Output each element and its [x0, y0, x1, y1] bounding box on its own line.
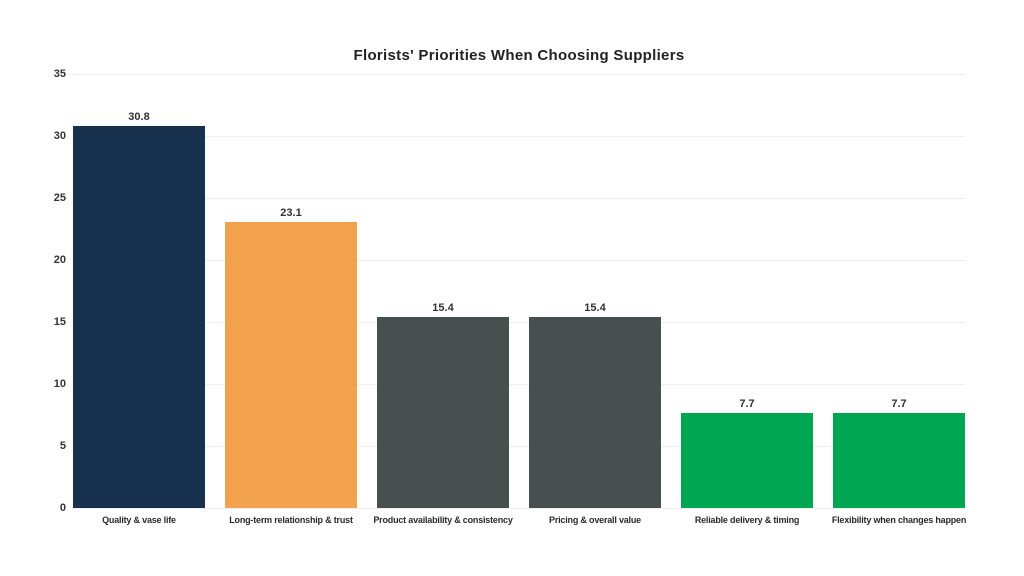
y-axis-tick-label: 25	[53, 192, 66, 204]
bar-category-label: Product availability & consistency	[373, 515, 513, 525]
y-axis-tick-label: 10	[53, 378, 66, 390]
bar-group: 30.8 Quality & vase life	[73, 74, 205, 525]
gridline	[73, 384, 965, 385]
gridline	[73, 198, 965, 199]
bar-category-label: Pricing & overall value	[549, 515, 641, 525]
bar-group: 15.4 Product availability & consistency	[373, 74, 512, 525]
y-axis-tick-label: 35	[53, 68, 66, 80]
y-axis-tick-label: 5	[59, 440, 66, 452]
bar-value-label: 23.1	[280, 206, 302, 219]
gridline	[73, 322, 965, 323]
bar-value-label: 15.4	[432, 302, 454, 315]
y-axis-tick-label: 30	[53, 130, 66, 142]
bar-group: 7.7 Flexibility when changes happen	[832, 74, 967, 525]
gridline	[73, 136, 965, 137]
bar	[833, 412, 965, 508]
bar	[529, 317, 661, 508]
bar-value-label: 30.8	[128, 111, 150, 124]
bar-series: 30.8 Quality & vase life 23.1 Long-term rel…	[73, 74, 967, 525]
y-axis-tick-label: 20	[53, 254, 66, 266]
bar-value-label: 7.7	[891, 397, 907, 410]
y-axis-tick-label: 15	[53, 316, 66, 328]
bar-category-label: Flexibility when changes happen	[831, 515, 967, 525]
bar	[377, 317, 509, 508]
gridline	[73, 508, 965, 509]
bar-group: 15.4 Pricing & overall value	[529, 74, 661, 525]
gridline	[73, 260, 965, 261]
bar-group: 7.7 Reliable delivery & timing	[681, 74, 813, 525]
bar-category-label: Long-term relationship & trust	[229, 515, 353, 525]
y-axis-tick-label: 0	[59, 502, 66, 514]
bar-value-label: 7.7	[739, 397, 755, 410]
gridline	[73, 74, 965, 75]
gridline	[73, 446, 965, 447]
bar	[225, 221, 357, 508]
bar	[73, 126, 205, 508]
bar-group: 23.1 Long-term relationship & trust	[225, 74, 357, 525]
plot-area: 30.8 Quality & vase life 23.1 Long-term rel…	[73, 74, 967, 525]
y-axis: 0 5 10 15 20 25 30 35	[0, 0, 66, 576]
bar-value-label: 15.4	[584, 302, 606, 315]
bar	[681, 412, 813, 508]
bar-category-label: Quality & vase life	[102, 515, 176, 525]
chart-title: Florists' Priorities When Choosing Suppl…	[353, 47, 685, 64]
bar-category-label: Reliable delivery & timing	[694, 515, 800, 525]
